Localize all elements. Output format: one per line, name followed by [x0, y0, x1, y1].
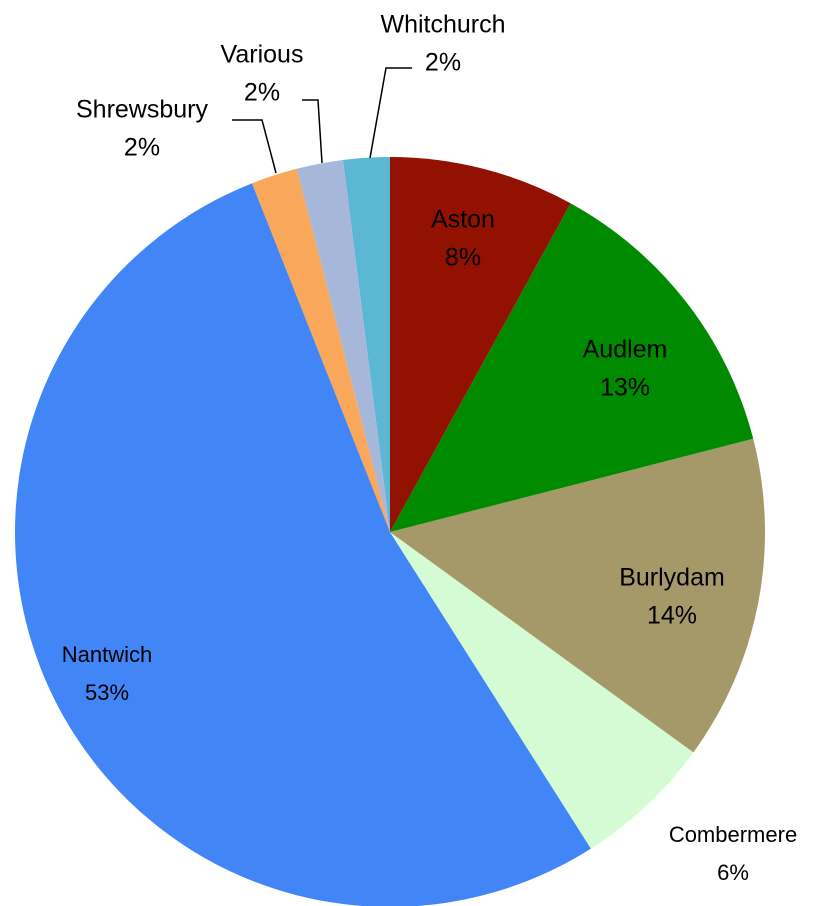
slice-value-label: 2% [124, 134, 160, 162]
slice-value-label: 53% [85, 680, 129, 705]
slice-label: Whitchurch [380, 11, 505, 39]
pie-slice [390, 438, 765, 753]
slice-label: Audlem [583, 336, 668, 364]
slice-label: Aston [431, 206, 495, 234]
pie-slice [15, 183, 591, 906]
slice-value-label: 8% [445, 244, 481, 272]
pie-slice [390, 157, 571, 532]
slice-value-label: 2% [425, 49, 461, 77]
slice-value-label: 2% [244, 79, 280, 107]
slice-value-label: 14% [647, 602, 697, 630]
leader-line [302, 99, 323, 164]
slice-label: Shrewsbury [76, 96, 208, 124]
leader-line [232, 119, 277, 174]
slice-label: Combermere [669, 822, 797, 847]
pie-slice [343, 157, 390, 532]
slice-label: Burlydam [619, 564, 725, 592]
pie-slice [390, 203, 754, 532]
leader-line [369, 67, 412, 159]
pie-slice [390, 532, 694, 849]
slice-value-label: 6% [717, 860, 749, 885]
slice-value-label: 13% [600, 374, 650, 402]
slice-label: Nantwich [62, 642, 152, 667]
pie-slice [296, 159, 390, 533]
pie-slice [251, 168, 390, 532]
slice-label: Various [221, 41, 304, 69]
